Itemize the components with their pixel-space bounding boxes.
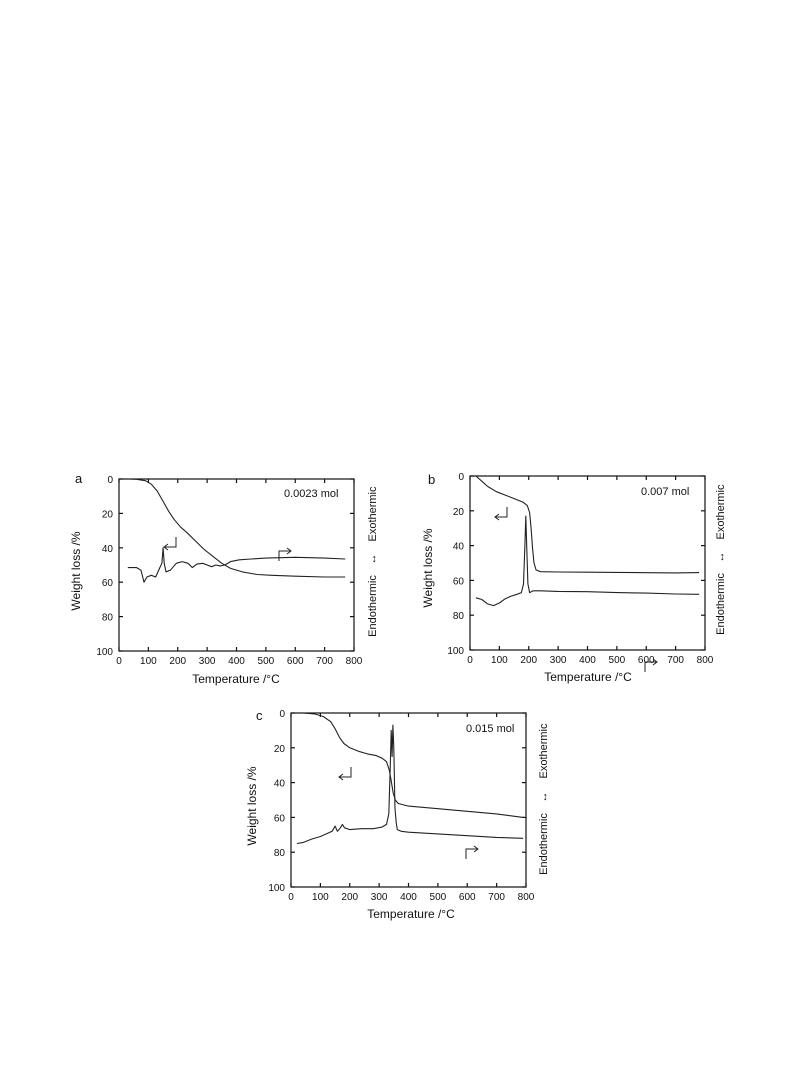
panel-annotation-b: 0.007 mol [641,486,689,498]
y-tick-label: 20 [102,509,114,520]
dta-curve [296,724,524,845]
exo-endo-arrow-b: ↔ [715,552,727,563]
x-tick-label: 500 [430,892,447,903]
x-tick-label: 600 [638,655,655,666]
y-tick-label: 80 [274,848,286,859]
x-tick-label: 100 [491,655,508,666]
x-tick-label: 600 [287,656,304,667]
x-tick-label: 700 [316,656,333,667]
panel-letter-a: a [75,471,83,486]
exothermic-label-c: Exothermic [538,723,550,779]
y-tick-label: 20 [453,507,465,518]
y-axis-label-b: Weight loss /% [421,528,435,607]
x-tick-label: 300 [550,655,567,666]
x-axis-label-a: Temperature /°C [192,672,280,686]
y-tick-label: 0 [458,472,464,483]
dta-axis-arrow [465,845,479,859]
plot-frame [469,475,706,651]
plot-frame [290,712,527,888]
exo-endo-arrow-a: ↔ [367,554,379,565]
y-tick-label: 0 [107,475,113,486]
panel-annotation-a: 0.0023 mol [284,488,338,500]
y-tick-label: 100 [447,646,464,657]
dta-axis-arrow [644,658,658,672]
x-tick-label: 300 [371,892,388,903]
y-tick-label: 100 [268,883,285,894]
x-tick-label: 800 [697,655,714,666]
y-tick-label: 60 [102,578,114,589]
exo-endo-arrow-c: ↔ [538,792,550,803]
x-tick-label: 400 [228,656,245,667]
x-tick-label: 300 [199,656,216,667]
y-tick-label: 80 [102,613,114,624]
y-tick-label: 80 [453,611,465,622]
x-tick-label: 0 [116,656,122,667]
y-axis-label-c: Weight loss /% [245,766,259,845]
y-tick-label: 60 [274,813,286,824]
y-tick-label: 60 [453,576,465,587]
x-tick-label: 200 [520,655,537,666]
x-axis-label-b: Temperature /°C [544,670,632,684]
endothermic-label-a: Endothermic [367,575,379,637]
dta-curve [475,515,700,607]
y-tick-label: 100 [96,647,113,658]
x-tick-label: 700 [488,892,505,903]
tg-axis-arrow [163,537,177,551]
x-tick-label: 0 [288,892,294,903]
tg-axis-arrow [494,507,508,521]
x-tick-label: 800 [346,656,363,667]
plot-frame [118,478,355,652]
y-tick-label: 0 [279,709,285,720]
x-tick-label: 400 [400,892,417,903]
tg-curve [302,712,524,818]
y-tick-label: 40 [453,542,465,553]
panel-b: b 0.007 mol Temperature /°C Weight loss … [421,472,727,684]
x-tick-label: 500 [258,656,275,667]
y-tick-label: 20 [274,744,286,755]
panel-letter-b: b [428,472,435,487]
y-axis-label-a: Weight loss /% [69,531,83,610]
x-tick-label: 500 [609,655,626,666]
tg-curve [475,475,700,574]
panel-a: a 0.0023 mol Temperature /°C Weight loss… [69,471,379,686]
x-tick-label: 200 [341,892,358,903]
panel-annotation-c: 0.015 mol [466,723,514,735]
y-tick-label: 40 [102,544,114,555]
x-tick-label: 100 [140,656,157,667]
endothermic-label-c: Endothermic [538,813,550,875]
exothermic-label-b: Exothermic [715,484,727,540]
x-tick-label: 200 [169,656,186,667]
dta-axis-arrow [278,547,292,561]
x-tick-label: 400 [579,655,596,666]
x-tick-label: 600 [459,892,476,903]
x-tick-label: 0 [467,655,473,666]
y-tick-label: 40 [274,779,286,790]
panel-c: c 0.015 mol Temperature /°C Weight loss … [245,708,550,921]
x-tick-label: 700 [667,655,684,666]
x-axis-label-c: Temperature /°C [367,907,455,921]
x-tick-label: 800 [518,892,535,903]
tg-curve [127,478,346,578]
exothermic-label-a: Exothermic [367,486,379,542]
panel-letter-c: c [256,708,263,723]
endothermic-label-b: Endothermic [715,573,727,635]
dta-curve [127,547,346,583]
x-tick-label: 100 [312,892,329,903]
tg-axis-arrow [338,767,352,781]
